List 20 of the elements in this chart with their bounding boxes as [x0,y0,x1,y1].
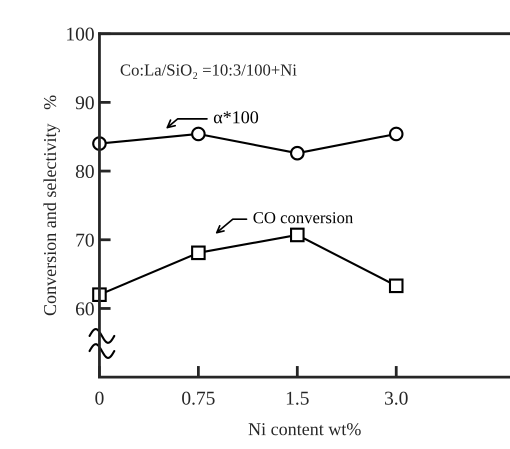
x-tick-label: 0.75 [182,392,215,405]
x-tick-label: 1.5 [286,392,309,405]
point [388,126,404,142]
annotation: Co:La/SiO₂ =10:3/100+Ni [120,64,297,79]
legend-label: α*100 [214,111,258,124]
y-tick-label: 100 [67,27,94,41]
point [290,228,305,242]
point [191,246,206,260]
point [290,146,305,161]
legend-label: CO conversion [253,212,353,224]
y-tick-label: 70 [76,234,94,247]
y-tick-label: 60 [76,302,94,316]
x-axis-title: Ni content wt% [248,423,361,436]
point [388,278,404,294]
y-axis-title: Conversion and selectivity % [43,95,60,316]
x-tick-label: 3.0 [385,392,408,405]
point [191,126,206,142]
y-tick-label: 90 [76,96,94,110]
x-tick-label: 0 [95,392,104,405]
y-tick-label: 80 [76,164,94,178]
